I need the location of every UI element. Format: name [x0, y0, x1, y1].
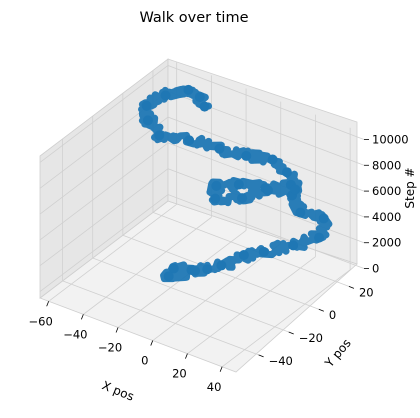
walk-point	[141, 100, 152, 111]
walk-point	[184, 135, 195, 146]
walk-point	[238, 250, 249, 261]
x-tick-label: −20	[98, 340, 122, 354]
x-tick-label: 20	[172, 367, 187, 381]
walk-point	[233, 179, 244, 190]
z-axis-label: Step #	[403, 167, 417, 208]
y-tick-label: −40	[269, 354, 293, 368]
y-tick-mark	[288, 331, 294, 335]
axis-ticks: −60 −40 −20 0 20 40 20 0 −20 −40 0 2000 4000 6000 8000…	[29, 132, 409, 393]
x-tick-mark	[46, 301, 50, 307]
walk-path	[138, 84, 333, 283]
walk-point	[314, 232, 325, 243]
walk-point	[168, 263, 179, 274]
y-tick-label: 20	[359, 285, 374, 299]
x-tick-mark	[219, 366, 223, 372]
walk-point	[281, 167, 292, 178]
z-tick-label: 8000	[372, 158, 401, 172]
y-tick-label: 0	[329, 308, 336, 322]
walk-point	[214, 143, 225, 154]
walk-point	[142, 115, 153, 126]
x-tick-mark	[150, 340, 154, 346]
z-tick-label: 6000	[372, 184, 401, 198]
y-tick-mark	[258, 354, 264, 358]
chart-title: Walk over time	[139, 10, 248, 26]
walk-point	[210, 193, 221, 204]
walk-point	[202, 264, 213, 275]
z-tick-label: 0	[372, 262, 379, 276]
walk-point	[267, 154, 278, 165]
x-tick-mark	[115, 327, 119, 333]
z-tick-label: 10000	[372, 132, 409, 146]
walk-point	[241, 150, 252, 161]
walk-point	[290, 184, 301, 195]
walk-point	[163, 271, 174, 282]
x-tick-label: −60	[29, 314, 53, 328]
walk-point	[160, 90, 171, 101]
walk-point	[288, 240, 299, 251]
x-tick-mark	[185, 353, 188, 359]
y-tick-mark	[348, 286, 355, 289]
z-tick-label: 2000	[372, 236, 401, 250]
walk-point	[262, 185, 273, 196]
walk-point	[211, 180, 222, 191]
walk-point	[295, 207, 306, 218]
y-tick-mark	[318, 308, 324, 312]
walk-point	[183, 84, 194, 95]
walk-point	[216, 260, 227, 271]
z-tick-label: 4000	[372, 210, 401, 224]
x-tick-label: −40	[63, 327, 87, 341]
x-tick-label: 40	[207, 380, 222, 394]
x-tick-label: 0	[141, 354, 148, 368]
y-axis-label: Y pos	[322, 336, 354, 371]
y-tick-label: −20	[299, 331, 323, 345]
walk-point	[154, 130, 165, 141]
walk-point	[237, 193, 248, 204]
walk-point	[318, 213, 329, 224]
walk-point	[194, 92, 205, 103]
x-tick-mark	[80, 314, 84, 320]
x-axis-label: X pos	[100, 378, 136, 403]
walk-point	[190, 265, 201, 276]
walk-point	[258, 246, 269, 257]
walk-point	[199, 101, 210, 112]
